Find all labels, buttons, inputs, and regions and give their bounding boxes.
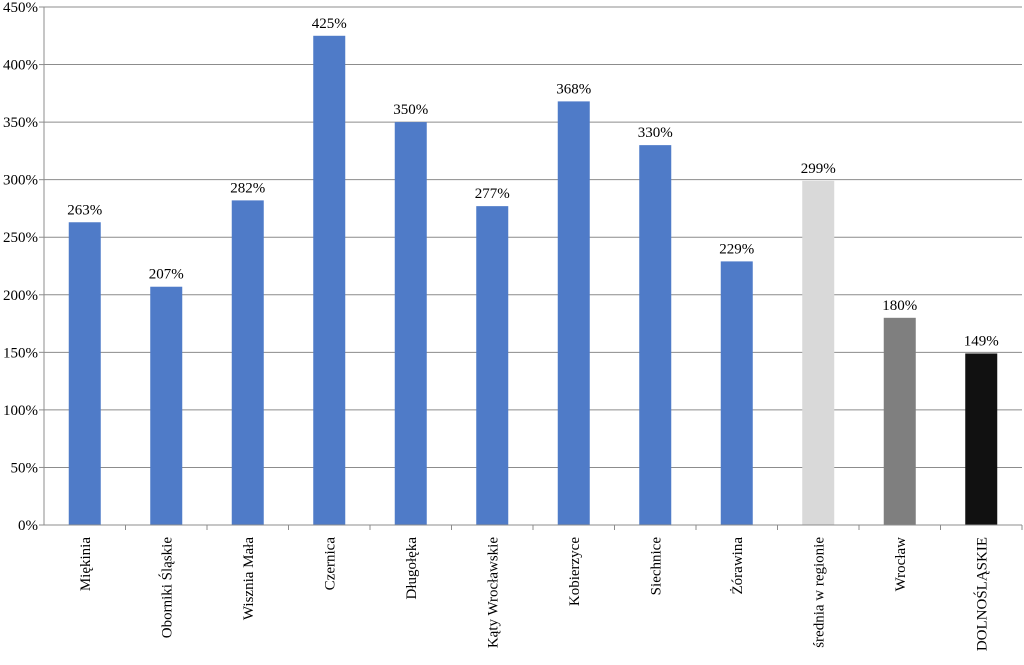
bar <box>965 353 998 525</box>
bar <box>720 261 753 525</box>
data-label: 207% <box>149 267 184 283</box>
category-label: Wrocław <box>893 537 909 592</box>
y-tick-label: 350% <box>3 115 38 131</box>
y-tick-label: 300% <box>3 173 38 189</box>
y-tick-label: 200% <box>3 288 38 304</box>
category-label: Wisznia Mała <box>241 537 257 620</box>
y-tick-label: 150% <box>3 345 38 361</box>
category-label: DOLNOŚLĄSKIE <box>973 537 990 651</box>
y-tick-label: 100% <box>3 403 38 419</box>
data-label: 180% <box>882 298 917 314</box>
category-label: Kąty Wrocławskie <box>485 537 501 649</box>
category-label: Żórawina <box>730 537 746 595</box>
bar <box>476 206 509 526</box>
y-tick-label: 400% <box>3 58 38 74</box>
bars <box>68 35 998 526</box>
bar <box>557 101 590 525</box>
y-tick-label: 50% <box>11 460 39 476</box>
bar <box>150 286 183 525</box>
bar <box>68 222 101 525</box>
data-label: 149% <box>964 333 999 349</box>
y-tick-label: 250% <box>3 230 38 246</box>
bar <box>639 145 672 525</box>
data-label: 229% <box>719 241 754 257</box>
data-label: 425% <box>312 16 347 32</box>
y-tick-label: 450% <box>3 0 38 16</box>
bar <box>313 35 346 526</box>
data-label: 368% <box>556 81 591 97</box>
data-label: 350% <box>393 102 428 118</box>
bar <box>231 200 264 526</box>
bar <box>883 317 916 525</box>
category-label: Oborniki Śląskie <box>158 537 175 639</box>
data-label: 282% <box>230 180 265 196</box>
axes <box>39 6 1023 530</box>
category-label: Miękinia <box>78 537 94 591</box>
data-label: 263% <box>67 202 102 218</box>
category-label: średnia w regionie <box>811 537 827 648</box>
labels: 0% 50% 100% 150% 200% 250% 300% 350% 400% 450% 263… <box>3 0 999 651</box>
y-tick-label: 0% <box>18 518 38 534</box>
data-label: 277% <box>475 186 510 202</box>
gridlines <box>44 6 1022 468</box>
category-label: Czernica <box>322 537 338 591</box>
bar <box>394 122 427 525</box>
category-label: Długołęka <box>404 537 420 600</box>
category-label: Kobierzyce <box>567 537 583 606</box>
bar <box>802 180 835 525</box>
data-label: 299% <box>801 161 836 177</box>
data-label: 330% <box>638 125 673 141</box>
category-label: Siechnice <box>648 537 664 596</box>
